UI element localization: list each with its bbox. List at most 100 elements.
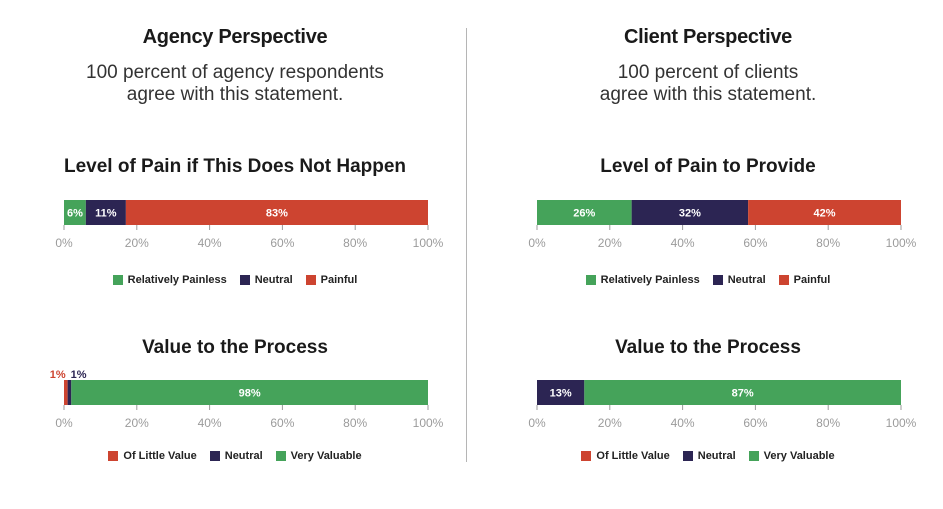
x-tick-label: 100% — [413, 236, 444, 250]
statement-line: agree with this statement. — [126, 84, 344, 105]
x-tick-label: 40% — [671, 236, 695, 250]
x-tick-label: 20% — [125, 236, 149, 250]
legend-label: Neutral — [727, 274, 766, 286]
legend-label: Very Valuable — [763, 450, 835, 462]
legend-item: Relatively Painless — [585, 274, 700, 286]
x-tick-label: 20% — [598, 416, 622, 430]
chart-title: Value to the Process — [615, 337, 801, 358]
data-label: 6% — [67, 208, 83, 220]
legend-swatch — [209, 451, 220, 461]
bar-segment — [537, 200, 632, 225]
client-panel: Client Perspective 100 percent of client… — [473, 0, 943, 509]
agency-panel: Agency Perspective 100 percent of agency… — [0, 0, 470, 509]
client-pain-chart: 0% 20% 40% 60% 80% 100% 26% 32% 42% — [528, 200, 917, 250]
legend-label: Neutral — [254, 274, 293, 286]
x-tick-label: 80% — [816, 236, 840, 250]
bar-segment — [748, 200, 901, 225]
legend-swatch — [108, 451, 119, 461]
data-label: 1% — [71, 369, 87, 381]
legend-item: Of Little Value — [108, 450, 197, 462]
chart-legend: Of Little Value Neutral Very Valuable — [473, 450, 943, 462]
bar-segment — [125, 200, 428, 225]
legend-item: Neutral — [209, 450, 263, 462]
data-label: 11% — [95, 208, 117, 220]
data-label: 32% — [679, 208, 701, 220]
legend-item: Painful — [778, 274, 831, 286]
legend-swatch — [112, 275, 123, 285]
x-tick-label: 100% — [886, 236, 917, 250]
bar-segment — [584, 380, 901, 405]
legend-label: Neutral — [224, 450, 263, 462]
x-tick-label: 20% — [125, 416, 149, 430]
chart-legend: Of Little Value Neutral Very Valuable — [0, 450, 470, 462]
panel-divider — [466, 28, 467, 462]
chart-title: Level of Pain to Provide — [600, 156, 816, 177]
chart-legend: Relatively Painless Neutral Painful — [0, 274, 470, 286]
legend-label: Of Little Value — [123, 450, 197, 462]
legend-label: Relatively Painless — [600, 274, 700, 286]
client-value-chart: 0% 20% 40% 60% 80% 100% 13% 87% — [528, 380, 917, 430]
legend-swatch — [682, 451, 693, 461]
bar-segment — [64, 380, 68, 405]
statement-line: agree with this statement. — [599, 84, 817, 105]
x-tick-label: 0% — [528, 416, 546, 430]
agency-pain-chart: 0% 20% 40% 60% 80% 100% 6% 11% 83% — [55, 200, 444, 250]
bar-segment — [64, 200, 86, 225]
panel-statement: 100 percent of agency respondents agree … — [0, 62, 470, 106]
x-tick-label: 60% — [270, 236, 294, 250]
legend-swatch — [748, 451, 759, 461]
legend-swatch — [581, 451, 592, 461]
legend-label: Relatively Painless — [127, 274, 227, 286]
statement-line: 100 percent of clients — [617, 62, 799, 83]
agency-value-chart: 0% 20% 40% 60% 80% 100% 98% 1% 1% — [50, 369, 444, 430]
legend-item: Very Valuable — [275, 450, 362, 462]
legend-label: Of Little Value — [596, 450, 670, 462]
x-tick-label: 60% — [270, 416, 294, 430]
data-label: 42% — [814, 208, 836, 220]
bar-segment — [67, 380, 72, 405]
bar-segment — [537, 380, 585, 405]
x-tick-label: 60% — [743, 416, 767, 430]
x-tick-label: 100% — [886, 416, 917, 430]
data-label: 1% — [50, 369, 66, 381]
legend-item: Neutral — [712, 274, 766, 286]
x-tick-label: 100% — [413, 416, 444, 430]
data-label: 26% — [573, 208, 595, 220]
data-label: 83% — [266, 208, 288, 220]
legend-swatch — [239, 275, 250, 285]
x-tick-label: 40% — [671, 416, 695, 430]
panel-statement: 100 percent of clients agree with this s… — [473, 62, 943, 106]
legend-item: Relatively Painless — [112, 274, 227, 286]
bar-segment — [85, 200, 126, 225]
legend-item: Very Valuable — [748, 450, 835, 462]
x-tick-label: 40% — [198, 236, 222, 250]
x-tick-label: 60% — [743, 236, 767, 250]
data-label: 13% — [550, 388, 572, 400]
x-tick-label: 80% — [816, 416, 840, 430]
x-tick-label: 80% — [343, 236, 367, 250]
legend-swatch — [712, 275, 723, 285]
legend-label: Painful — [320, 274, 358, 286]
chart-title: Value to the Process — [142, 337, 328, 358]
statement-line: 100 percent of agency respondents — [86, 62, 384, 83]
legend-item: Painful — [305, 274, 358, 286]
legend-swatch — [585, 275, 596, 285]
legend-swatch — [275, 451, 286, 461]
x-tick-label: 0% — [55, 416, 73, 430]
bar-segment — [71, 380, 428, 405]
legend-item: Neutral — [239, 274, 293, 286]
data-label: 98% — [239, 388, 261, 400]
panel-heading: Client Perspective — [623, 26, 792, 48]
chart-legend: Relatively Painless Neutral Painful — [473, 274, 943, 286]
x-tick-label: 0% — [55, 236, 73, 250]
legend-label: Painful — [793, 274, 831, 286]
x-tick-label: 0% — [528, 236, 546, 250]
x-tick-label: 20% — [598, 236, 622, 250]
legend-swatch — [305, 275, 316, 285]
legend-label: Very Valuable — [290, 450, 362, 462]
chart-title: Level of Pain if This Does Not Happen — [63, 156, 407, 177]
x-tick-label: 40% — [198, 416, 222, 430]
legend-item: Neutral — [682, 450, 736, 462]
data-label: 87% — [732, 388, 754, 400]
legend-swatch — [778, 275, 789, 285]
